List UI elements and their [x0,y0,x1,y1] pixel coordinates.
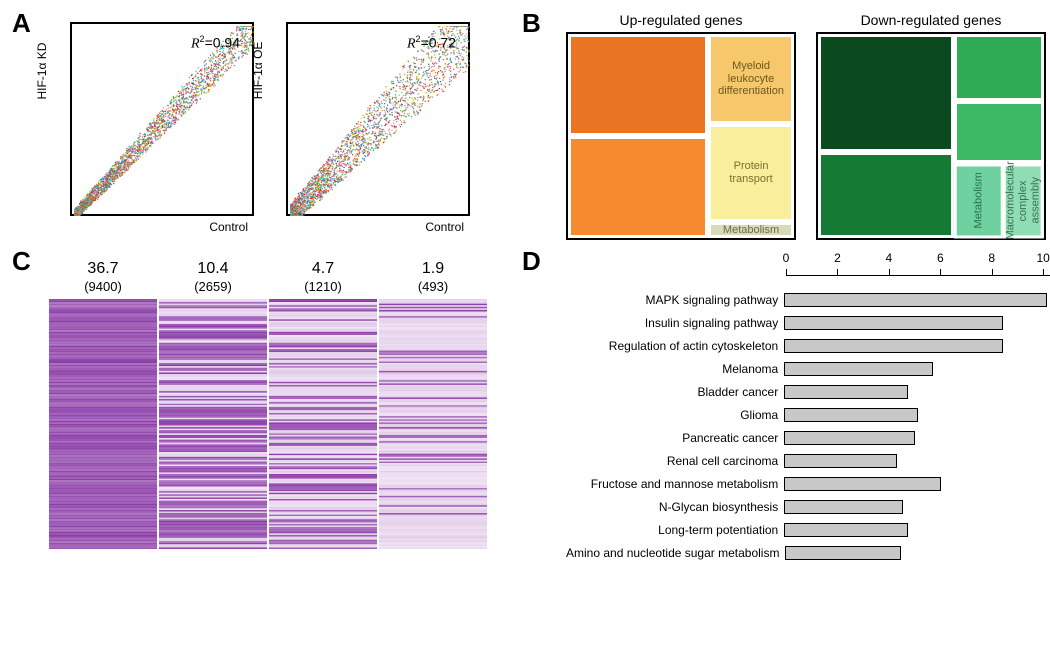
heatmap-col-count: (493) [418,279,448,294]
treemap-tile [818,34,954,152]
axis-tick-label: 2 [834,251,841,265]
barchart-axis: 0246810(%) [786,264,1050,288]
axis-tick-label: 0 [783,251,790,265]
bar [784,362,933,376]
bar-row: MAPK signaling pathway [566,288,1050,311]
treemap-tile [954,34,1044,101]
scatter-kd: HIF-1α KD R2=0.94 Control [48,18,258,238]
heatmap-col-count: (2659) [194,279,232,294]
panel-b: B Up-regulated genes Myeloid leukocyte d… [522,12,1050,240]
scatter-oe-plot [290,26,470,216]
treemap-tile [954,101,1044,162]
panel-c-letter: C [12,246,31,277]
axis-tick-label: 8 [988,251,995,265]
panel-c: C 36.7(9400)10.4(2659)4.7(1210)1.9(493) [12,250,512,564]
panel-a-letter: A [12,8,31,39]
bar-row: Melanoma [566,357,1050,380]
down-treemap: MetabolismMacromolecular complex assembl… [816,32,1046,240]
heatmap-col-header: 1.9 (493) [378,260,488,295]
bar [784,454,897,468]
scatter-kd-xlabel: Control [209,220,248,234]
bar-label: Melanoma [566,362,784,376]
treemap-tile: Metabolism [708,222,794,238]
treemap-tile: Metabolism [954,163,1004,238]
heatmap-col-header: 10.4 (2659) [158,260,268,295]
heatmap-col-header: 4.7 (1210) [268,260,378,295]
treemap-tile: Myeloid leukocyte differentiation [708,34,794,124]
panel-b-letter: B [522,8,541,39]
bar-label: Bladder cancer [566,385,784,399]
up-treemap: Myeloid leukocyte differentiationProtein… [566,32,796,240]
bar [784,477,941,491]
heatmap-col-count: (9400) [84,279,122,294]
scatter-oe-r2: R2=0.72 [407,34,456,53]
bar [785,546,901,560]
heatmap [48,299,488,549]
panel-d-letter: D [522,246,541,277]
bar-label: Pancreatic cancer [566,431,784,445]
scatter-kd-r2: R2=0.94 [191,34,240,53]
bar [784,523,907,537]
bar-row: Insulin signaling pathway [566,311,1050,334]
treemap-tile: Macromolecular complex assembly [1003,163,1044,238]
heatmap-col-count: (1210) [304,279,342,294]
axis-tick-label: 4 [886,251,893,265]
heatmap-col-value: 36.7 [87,260,118,277]
bar-row: Renal cell carcinoma [566,449,1050,472]
bar [784,431,915,445]
bar-label: Regulation of actin cytoskeleton [566,339,784,353]
bar-label: Glioma [566,408,784,422]
bar-row: Bladder cancer [566,380,1050,403]
scatter-kd-ylabel: HIF-1α KD [35,43,49,100]
heatmap-header: 36.7 (9400) 10.4 (2659) 4.7 (1210) 1.9 (493) [48,260,488,295]
heatmap-column [379,299,487,549]
bar-row: Long-term potentiation [566,518,1050,541]
heatmap-col-value: 10.4 [197,260,228,277]
heatmap-col-value: 4.7 [312,260,334,277]
panel-d: D 0246810(%) MAPK signaling pathwayInsul… [522,250,1050,564]
bar-row: N-Glycan biosynthesis [566,495,1050,518]
bar-label: Amino and nucleotide sugar metabolism [566,546,785,560]
treemap-tile: Protein transport [708,124,794,222]
bar [784,500,902,514]
bar [784,293,1046,307]
scatter-kd-plot [74,26,254,216]
bar-row: Glioma [566,403,1050,426]
bar-row: Amino and nucleotide sugar metabolism [566,541,1050,564]
axis-tick-label: 10 [1036,251,1049,265]
heatmap-col-value: 1.9 [422,260,444,277]
bar [784,385,907,399]
scatter-oe-xlabel: Control [425,220,464,234]
heatmap-column [159,299,267,549]
bar [784,339,1003,353]
scatter-oe: HIF-1α OE R2=0.72 Control [264,18,474,238]
bar-row: Pancreatic cancer [566,426,1050,449]
bar-label: MAPK signaling pathway [566,293,784,307]
barchart-bars: MAPK signaling pathway Insulin signaling … [566,288,1050,564]
bar-label: Long-term potentiation [566,523,784,537]
bar-row: Fructose and mannose metabolism [566,472,1050,495]
scatter-oe-ylabel: HIF-1α OE [251,42,265,100]
panel-a: A HIF-1α KD R2=0.94 Control HIF-1α OE R2… [12,12,512,240]
bar [784,316,1003,330]
treemap-tile [568,34,708,136]
bar-label: N-Glycan biosynthesis [566,500,784,514]
treemap-tile [568,136,708,238]
figure-grid: A HIF-1α KD R2=0.94 Control HIF-1α OE R2… [12,12,1038,564]
axis-tick-label: 6 [937,251,944,265]
bar-label: Renal cell carcinoma [566,454,784,468]
heatmap-column [49,299,157,549]
treemap-tile [818,152,954,238]
heatmap-col-header: 36.7 (9400) [48,260,158,295]
bar-label: Fructose and mannose metabolism [566,477,784,491]
bar [784,408,918,422]
down-treemap-title: Down-regulated genes [816,12,1046,28]
bar-label: Insulin signaling pathway [566,316,784,330]
up-treemap-title: Up-regulated genes [566,12,796,28]
heatmap-column [269,299,377,549]
bar-row: Regulation of actin cytoskeleton [566,334,1050,357]
